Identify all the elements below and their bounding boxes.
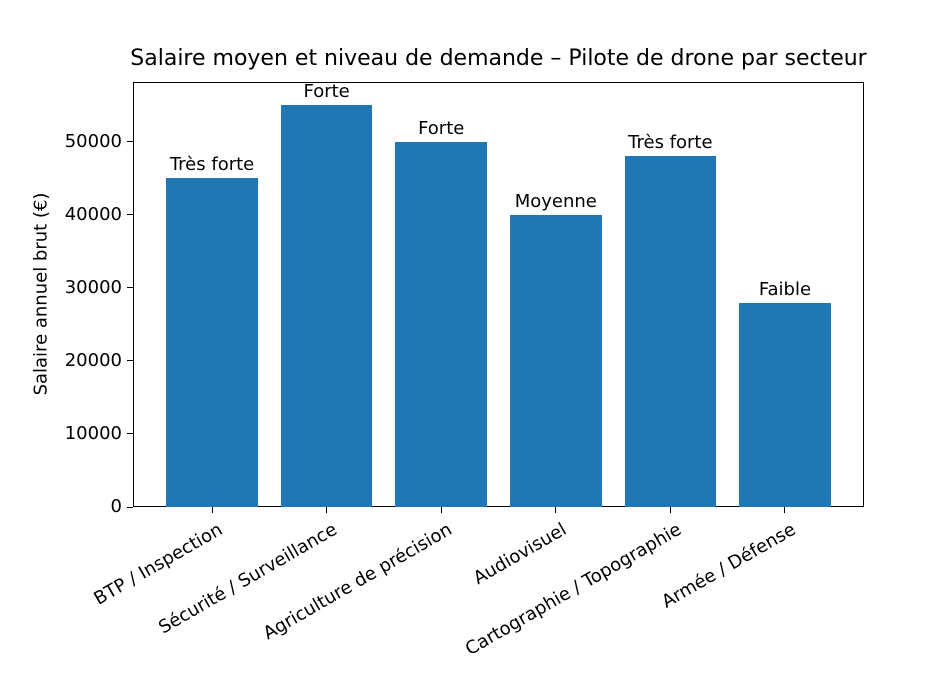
y-tick-label: 40000 [64, 203, 122, 225]
x-tick-label-text: Agriculture de précision [259, 519, 456, 645]
y-tick-mark [127, 141, 133, 143]
bar-value-label: Faible [758, 278, 812, 300]
y-tick-mark [127, 506, 133, 508]
bar-value-label: Très forte [628, 132, 713, 154]
bar-2 [395, 141, 488, 507]
y-tick-label: 10000 [64, 422, 122, 444]
bar-value-label: Forte [418, 117, 465, 139]
bar-0 [166, 178, 258, 507]
y-tick-label: 20000 [64, 349, 122, 371]
chart-title-text: Salaire moyen et niveau de demande – Pil… [130, 46, 867, 71]
y-tick-label: 30000 [64, 276, 122, 298]
x-tick-mark [555, 507, 557, 513]
y-tick-label: 0 [110, 496, 122, 517]
bar-value-label: Moyenne [514, 190, 597, 212]
x-tick-label-text: Cartographie / Topographie [461, 519, 685, 660]
x-tick-mark [211, 507, 213, 513]
bar-1 [280, 105, 373, 507]
x-tick-mark [440, 507, 442, 513]
x-tick-mark [669, 507, 671, 513]
y-tick-mark [127, 360, 133, 362]
bar-value-label: Très forte [169, 154, 255, 176]
bar-4 [624, 156, 717, 507]
chart-title: Salaire moyen et niveau de demande – Pil… [130, 46, 867, 72]
x-tick-mark [326, 507, 328, 513]
bar-3 [509, 214, 602, 507]
y-tick-mark [127, 287, 133, 289]
x-tick-mark [784, 507, 786, 513]
x-tick-label-text: Audiovisuel [469, 519, 571, 590]
bar-5 [739, 302, 831, 507]
y-tick-label: 50000 [64, 130, 122, 152]
y-tick-mark [127, 433, 133, 435]
y-tick-mark [127, 214, 133, 216]
bar-value-label: Forte [303, 81, 350, 103]
